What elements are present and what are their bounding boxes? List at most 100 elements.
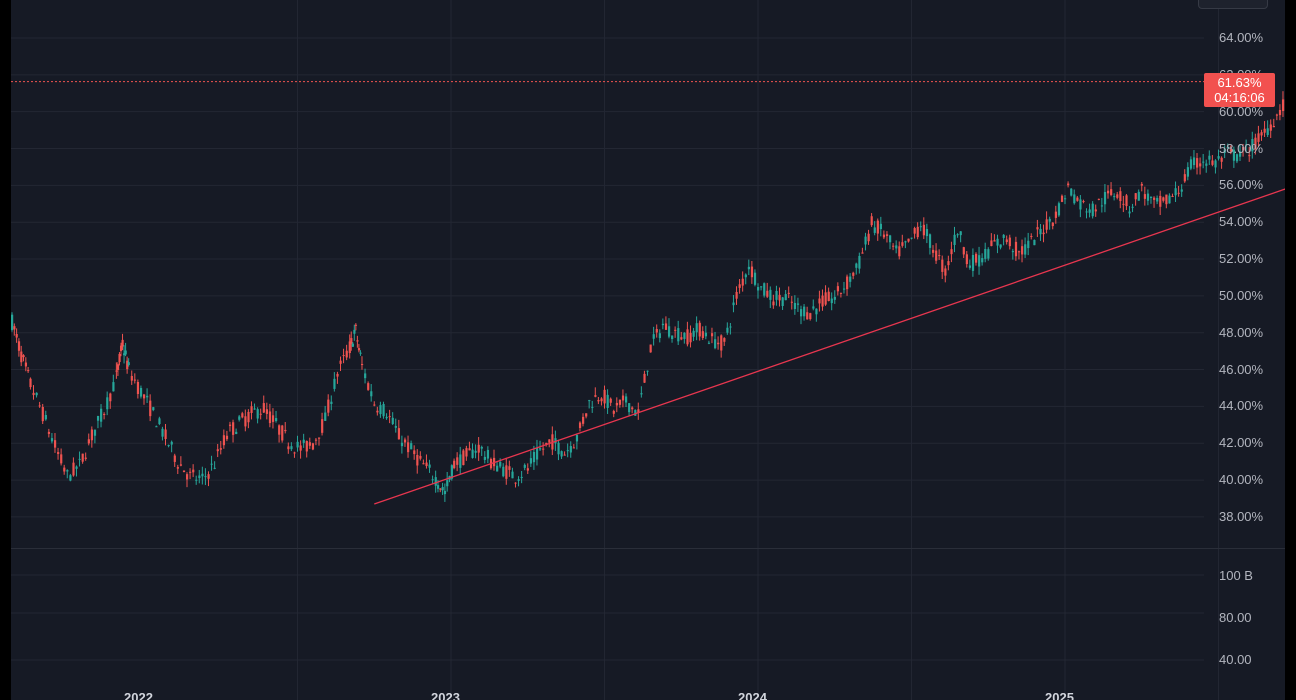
candle-up <box>275 418 278 422</box>
candle-down <box>143 394 146 399</box>
candle-down <box>118 354 121 363</box>
y-tick-label: 56.00% <box>1219 177 1264 193</box>
candle-up <box>1217 156 1220 159</box>
candle-up <box>695 323 698 333</box>
candle-down <box>1183 174 1186 182</box>
candle-up <box>496 465 499 472</box>
candle-up <box>747 266 750 270</box>
candle-up <box>1011 251 1015 253</box>
candle-up <box>557 442 560 455</box>
candle-up <box>575 434 579 442</box>
candle-up <box>889 235 892 243</box>
candle-down <box>600 398 603 402</box>
candle-down <box>336 373 339 377</box>
candle-up <box>431 479 434 481</box>
candle-down <box>121 339 124 347</box>
candle-up <box>1156 198 1159 202</box>
candle-down <box>281 425 284 441</box>
candle-down <box>126 360 129 370</box>
candle-down <box>563 454 566 456</box>
candle-down <box>22 355 25 358</box>
candle-down <box>115 370 118 372</box>
candle-down <box>287 446 290 450</box>
candle-down <box>578 422 582 428</box>
candle-down <box>47 431 51 434</box>
candle-up <box>799 309 803 317</box>
candle-down <box>90 429 94 441</box>
candle-down <box>1211 160 1214 165</box>
candle-down <box>176 467 179 469</box>
candle-down <box>1116 194 1119 198</box>
y-tick-label: 58.00% <box>1219 140 1264 156</box>
candle-down <box>526 468 529 471</box>
y-tick-label: 64.00% <box>1219 30 1264 45</box>
candle-up <box>204 476 207 478</box>
candle-down <box>207 474 210 479</box>
candle-down <box>738 284 741 288</box>
candle-up <box>987 249 990 259</box>
candle-up <box>100 408 103 422</box>
candle-down <box>318 437 321 439</box>
candle-up <box>729 326 732 328</box>
candle-down <box>612 410 615 414</box>
candle-up <box>198 475 201 479</box>
price-chart[interactable] <box>11 0 1285 700</box>
candle-down <box>219 448 222 450</box>
candle-up <box>1088 209 1091 213</box>
candle-down <box>548 439 551 443</box>
candle-up <box>953 234 956 245</box>
candle-up <box>112 382 115 392</box>
candle-up <box>450 465 453 479</box>
candle-up <box>769 289 772 300</box>
candle-up <box>784 294 787 301</box>
candle-up <box>815 308 818 315</box>
candle-up <box>732 302 735 306</box>
trendline[interactable] <box>374 101 1285 505</box>
candle-down <box>397 428 401 440</box>
y-tick-label: 50.00% <box>1219 287 1264 303</box>
candle-down <box>130 375 133 381</box>
candle-down <box>824 292 827 305</box>
candle-down <box>38 405 41 407</box>
candle-down <box>84 457 87 459</box>
settings-button[interactable] <box>1198 0 1268 9</box>
candle-down <box>360 363 364 366</box>
candle-down <box>1122 203 1125 205</box>
candle-up <box>1146 193 1150 201</box>
candle-down <box>806 312 809 320</box>
current-price-value: 61.63% <box>1217 75 1262 90</box>
candle-down <box>41 406 44 422</box>
candle-up <box>529 458 533 464</box>
candle-down <box>1008 237 1011 247</box>
candle-down <box>1110 189 1113 195</box>
chart-panel[interactable]: 38.00% 40.00% 42.00% 44.00% 46.00% 48.00% 50.0… <box>11 0 1285 700</box>
candle-down <box>72 462 75 476</box>
candle-down <box>321 419 324 433</box>
candle-up <box>569 446 572 453</box>
candle-up <box>441 487 444 491</box>
candle-down <box>1242 147 1245 151</box>
candle-up <box>667 326 671 337</box>
x-label-2023: 2023 <box>431 690 460 700</box>
candle-down <box>597 400 600 402</box>
candle-down <box>505 465 508 479</box>
candle-down <box>542 448 545 450</box>
candle-up <box>978 255 981 267</box>
grid <box>11 0 1220 700</box>
candle-down <box>882 234 886 238</box>
candle-up <box>302 439 305 443</box>
candle-down <box>1094 209 1097 212</box>
candle-up <box>904 241 907 243</box>
candle-up <box>658 333 661 339</box>
candle-up <box>919 226 922 228</box>
candle-down <box>1254 137 1257 150</box>
candle-up <box>69 475 72 481</box>
candle-down <box>407 442 410 453</box>
candle-up <box>1128 211 1131 214</box>
candle-down <box>1119 191 1122 202</box>
candle-down <box>182 470 186 473</box>
candles <box>11 91 1285 502</box>
candle-up <box>959 231 962 236</box>
candle-up <box>520 476 523 478</box>
candle-down <box>680 337 683 340</box>
